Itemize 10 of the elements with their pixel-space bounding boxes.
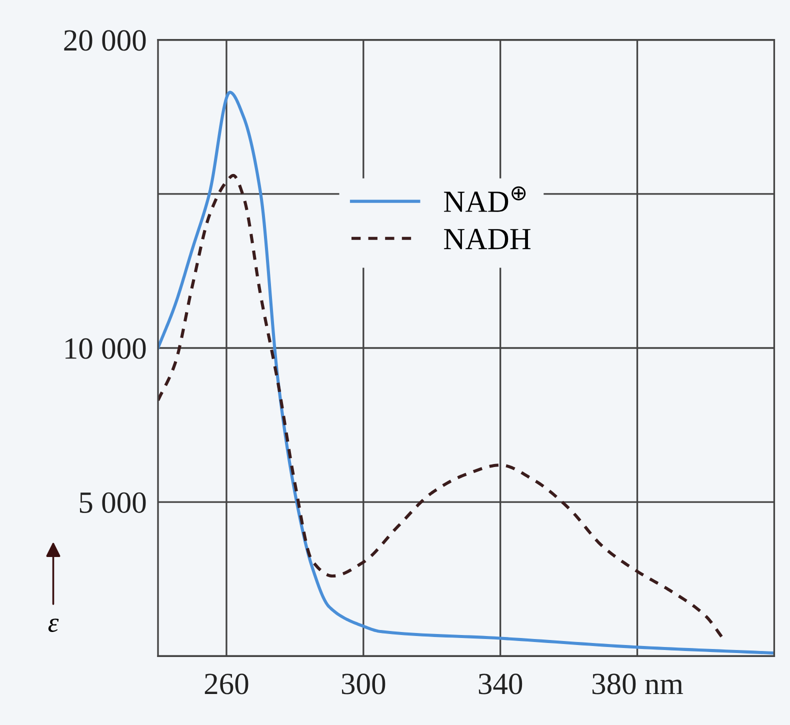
x-tick-label: 300	[342, 674, 386, 694]
y-tick-label: 5 000	[80, 492, 146, 513]
x-tick-label: 260	[204, 674, 248, 694]
x-tick-label: 380 nm	[592, 674, 684, 694]
legend-label: NADH	[444, 228, 531, 250]
y-axis-title: ε	[48, 618, 59, 632]
legend-label: NAD$^{⊕}$	[444, 186, 526, 212]
y-tick-label: 10 000	[66, 338, 146, 359]
x-tick-label: 340	[478, 674, 522, 694]
y-tick-label: 20 000	[64, 30, 146, 51]
